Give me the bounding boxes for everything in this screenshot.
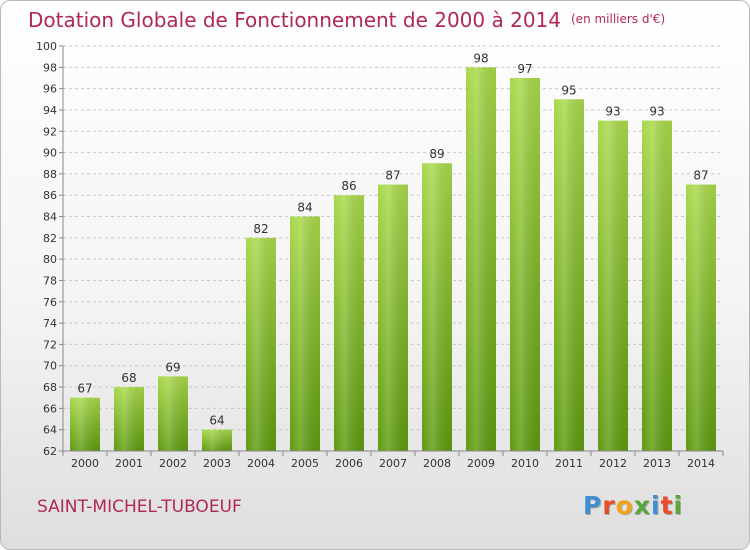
data-label: 93 [605, 105, 620, 119]
data-label: 82 [253, 222, 268, 236]
bar-shine [466, 67, 496, 451]
y-tick-label: 66 [43, 402, 57, 415]
chart-subtitle: (en milliers d'€) [571, 12, 666, 26]
y-tick-label: 96 [43, 83, 57, 96]
y-tick-label: 64 [43, 424, 57, 437]
bar-shine [642, 120, 672, 452]
x-tick-label: 2005 [291, 457, 319, 470]
bar-shine [114, 387, 144, 451]
y-tick-label: 100 [36, 40, 57, 53]
bar-2009 [466, 67, 496, 451]
bars [70, 67, 716, 452]
x-tick-label: 2010 [511, 457, 539, 470]
data-label: 87 [385, 169, 400, 183]
logo-letter: r [602, 491, 616, 520]
bar-shine [598, 120, 628, 452]
logo-letter: t [660, 491, 674, 520]
y-tick-label: 78 [43, 274, 57, 287]
bar-2012 [598, 120, 628, 452]
bar-2000 [70, 397, 100, 451]
logo-letter: i [673, 491, 684, 520]
x-tick-label: 2008 [423, 457, 451, 470]
y-tick-label: 62 [43, 445, 57, 458]
data-label: 97 [517, 62, 532, 76]
data-label: 69 [165, 360, 180, 374]
bar-shine [554, 99, 584, 451]
axes [62, 46, 723, 452]
x-tick-label: 2004 [247, 457, 275, 470]
bar-shine [290, 216, 320, 451]
bar-2014 [686, 184, 716, 452]
bar-shine [158, 376, 188, 451]
proxiti-logo: Proxiti [583, 491, 693, 523]
y-tick-label: 70 [43, 360, 57, 373]
x-axis-ticks: 2000 2001 2002 2003 2004 2005 2006 2007 2008 2009… [62, 451, 724, 470]
bar-shine [510, 77, 540, 451]
data-label: 89 [429, 147, 444, 161]
data-label: 98 [473, 51, 488, 65]
bar-2006 [334, 195, 364, 451]
x-tick-label: 2007 [379, 457, 407, 470]
commune-name: SAINT-MICHEL-TUBOEUF [37, 497, 242, 517]
bar-2013 [642, 120, 672, 452]
bar-2003 [202, 429, 232, 451]
y-tick-label: 90 [43, 147, 57, 160]
x-tick-label: 2009 [467, 457, 495, 470]
y-axis-ticks: 62 64 66 68 70 72 74 76 78 80 82 84 86 88 90 92 94 96 98 10… [36, 40, 63, 458]
logo-letter: o [615, 491, 634, 520]
x-tick-label: 2003 [203, 457, 231, 470]
y-tick-label: 86 [43, 189, 57, 202]
title-text: Dotation Globale de Fonctionnement de 20… [28, 8, 561, 32]
bar-shine [334, 195, 364, 451]
y-tick-label: 76 [43, 296, 57, 309]
logo-letter: P [583, 491, 603, 520]
x-tick-label: 2006 [335, 457, 363, 470]
logo-letter: i [651, 491, 661, 520]
logo-letter: x [633, 491, 651, 520]
data-label: 64 [209, 414, 224, 428]
data-label: 67 [77, 382, 92, 396]
x-tick-label: 2000 [71, 457, 99, 470]
y-tick-label: 88 [43, 168, 57, 181]
bar-shine [246, 237, 276, 451]
y-tick-label: 74 [43, 317, 57, 330]
bar-shine [202, 429, 232, 451]
bar-shine [70, 397, 100, 451]
bar-shine [378, 184, 408, 452]
bar-2010 [510, 77, 540, 451]
data-label: 84 [297, 201, 312, 215]
y-tick-label: 82 [43, 232, 57, 245]
chart-title: Dotation Globale de Fonctionnement de 20… [28, 8, 665, 32]
data-label: 86 [341, 179, 356, 193]
y-tick-label: 68 [43, 381, 57, 394]
y-tick-label: 94 [43, 104, 57, 117]
data-label: 68 [121, 371, 136, 385]
bar-2005 [290, 216, 320, 451]
y-tick-label: 98 [43, 61, 57, 74]
bar-2008 [422, 163, 452, 451]
data-label: 95 [561, 83, 576, 97]
x-tick-label: 2001 [115, 457, 143, 470]
x-tick-label: 2012 [599, 457, 627, 470]
bar-2002 [158, 376, 188, 451]
data-label: 87 [693, 169, 708, 183]
y-tick-label: 84 [43, 211, 57, 224]
data-label: 93 [649, 105, 664, 119]
bar-shine [422, 163, 452, 451]
bar-2001 [114, 387, 144, 451]
y-tick-label: 92 [43, 125, 57, 138]
y-tick-label: 72 [43, 338, 57, 351]
bar-2004 [246, 237, 276, 451]
x-tick-label: 2014 [687, 457, 715, 470]
x-tick-label: 2002 [159, 457, 187, 470]
y-tick-label: 80 [43, 253, 57, 266]
x-tick-label: 2011 [555, 457, 583, 470]
bar-2011 [554, 99, 584, 451]
bar-2007 [378, 184, 408, 452]
x-tick-label: 2013 [643, 457, 671, 470]
bar-shine [686, 184, 716, 452]
data-labels: 67 68 69 64 82 84 86 87 89 98 97 95 93 93 87 [77, 51, 708, 427]
